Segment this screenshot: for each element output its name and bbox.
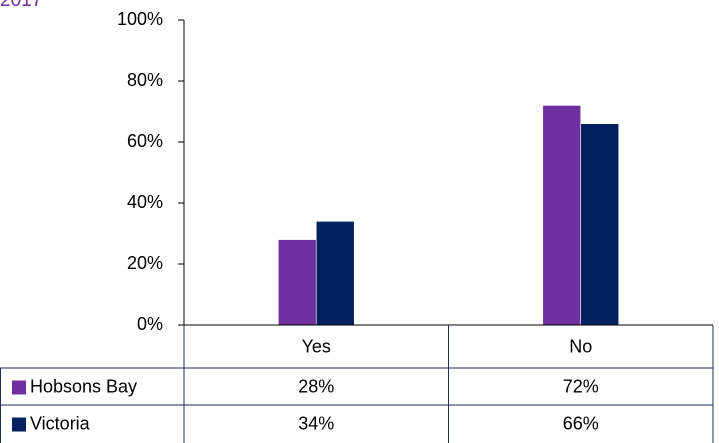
legend-key-victoria [12,417,26,432]
bar-victoria [315,221,355,326]
legend-label: Victoria [30,413,91,433]
x-category-label: No [569,336,592,356]
legend-label: Hobsons Bay [30,376,137,396]
bar-hobsons-bay [277,239,317,326]
y-tick-label: 100% [117,9,163,29]
data-table-value: 28% [298,376,334,396]
legend-key-hobsons-bay [12,380,26,395]
y-tick-label: 0% [137,314,163,334]
chart-title-partial: 2017 [0,0,43,11]
y-tick-label: 60% [127,131,163,151]
y-tick-label: 80% [127,70,163,90]
data-table-value: 66% [563,413,599,433]
y-tick-label: 40% [127,192,163,212]
bar-hobsons-bay [542,105,582,326]
data-table-value: 72% [563,376,599,396]
y-tick-label: 20% [127,253,163,273]
data-table-value: 34% [298,413,334,433]
bar-victoria [580,123,620,326]
x-category-label: Yes [302,336,331,356]
